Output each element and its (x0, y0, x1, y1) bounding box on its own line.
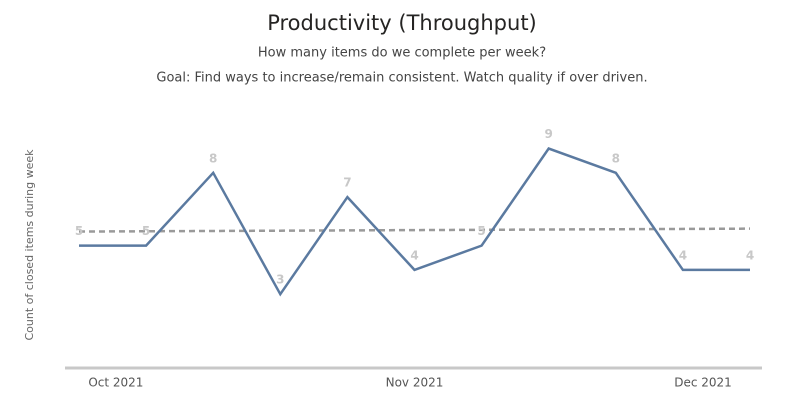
data-label: 3 (276, 273, 284, 287)
data-label: 4 (746, 248, 754, 262)
x-tick-label: Oct 2021 (88, 376, 143, 390)
data-label: 5 (75, 224, 83, 238)
annotation: Goal: Find ways to increase/remain consi… (156, 71, 647, 86)
trend-line (78, 227, 751, 233)
data-label: 4 (679, 248, 687, 262)
x-tick-label: Dec 2021 (674, 376, 732, 390)
chart-title: Productivity (Throughput) (267, 11, 537, 35)
chart-subtitle: How many items do we complete per week? (258, 46, 546, 61)
x-tick-label: Nov 2021 (386, 376, 444, 390)
data-label: 4 (410, 248, 418, 262)
data-label: 8 (209, 151, 217, 165)
data-label: 7 (343, 176, 351, 190)
data-label: 5 (142, 224, 150, 238)
data-line (79, 147, 750, 297)
data-label: 5 (477, 224, 485, 238)
y-axis-label: Count of closed items during week (23, 149, 36, 341)
data-label: 9 (545, 127, 553, 141)
data-label: 8 (612, 151, 620, 165)
